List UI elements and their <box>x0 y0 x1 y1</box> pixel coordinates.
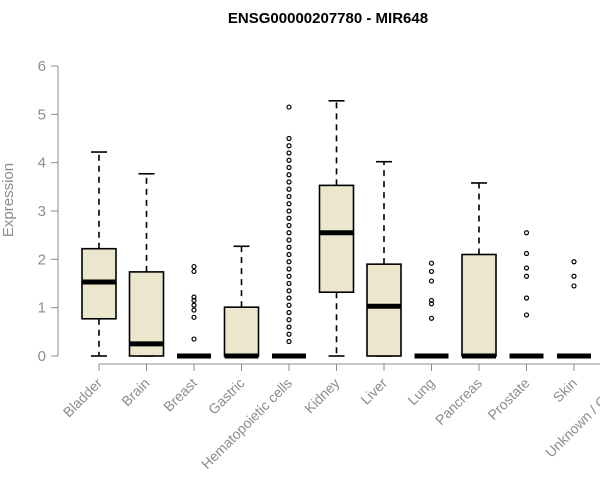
outlier-point <box>523 265 530 271</box>
outlier-point <box>286 244 292 250</box>
outlier-point <box>286 237 292 243</box>
outlier-point <box>286 208 292 214</box>
outlier-point <box>286 309 292 316</box>
outlier-point <box>428 268 435 275</box>
outlier-point <box>571 283 577 289</box>
y-tick-label: 2 <box>38 251 46 268</box>
box-group-prostate <box>509 230 544 359</box>
outlier-point <box>286 193 292 200</box>
outlier-point <box>286 150 292 156</box>
y-tick-label: 5 <box>38 106 46 123</box>
outlier-point <box>286 230 292 236</box>
x-tick-label: Pancreas <box>432 375 485 428</box>
outlier-point <box>286 179 292 185</box>
outlier-point <box>191 314 197 320</box>
chart-title: ENSG00000207780 - MIR648 <box>228 10 428 27</box>
outlier-point <box>191 268 197 275</box>
outlier-point <box>286 157 292 163</box>
outlier-point <box>523 295 530 301</box>
box-rect <box>366 263 402 357</box>
outlier-point <box>571 259 577 265</box>
outlier-point <box>523 250 530 257</box>
box-group-brain <box>128 172 165 357</box>
outlier-point <box>523 312 530 318</box>
y-tick-label: 4 <box>38 155 46 172</box>
outlier-point <box>286 273 292 279</box>
outlier-point <box>286 201 292 207</box>
x-tick-label: Hematopoietic cells <box>198 375 295 472</box>
outlier-point <box>286 135 292 142</box>
outlier-point <box>286 266 292 272</box>
outlier-point <box>191 294 197 300</box>
outlier-point <box>286 288 292 294</box>
outlier-point <box>286 338 292 345</box>
outlier-point <box>286 164 292 171</box>
outlier-point <box>286 280 292 287</box>
x-tick-label: Skin <box>550 375 581 406</box>
outlier-point <box>428 315 435 321</box>
outlier-point <box>286 215 292 221</box>
outlier-point <box>286 222 292 229</box>
box-group-breast <box>177 263 211 359</box>
box-group-lung <box>414 260 449 359</box>
outlier-point <box>428 301 435 307</box>
outlier-point <box>286 295 292 301</box>
x-tick-label: Breast <box>160 375 200 415</box>
outlier-point <box>286 302 292 308</box>
x-tick-label: Prostate <box>484 375 532 423</box>
x-tick-label: Lung <box>404 375 437 408</box>
y-tick-label: 3 <box>38 203 46 220</box>
outlier-point <box>286 104 292 110</box>
box-rect <box>223 306 260 357</box>
outlier-point <box>191 302 197 308</box>
plot-area <box>81 100 591 359</box>
outlier-point <box>286 317 292 323</box>
y-axis: 0 1 2 3 4 5 6 <box>38 58 59 365</box>
outlier-point <box>428 278 435 284</box>
x-tick-label: Brain <box>118 375 152 409</box>
x-tick-label: Gastric <box>205 375 248 418</box>
box-group-gastric <box>223 245 260 359</box>
y-axis-label: Expression <box>0 163 17 237</box>
y-tick-label: 1 <box>38 300 46 317</box>
outlier-point <box>286 331 292 337</box>
outlier-point <box>191 297 197 304</box>
y-tick-label: 0 <box>38 348 46 365</box>
box-group-hematopoietic-cells <box>272 104 306 359</box>
box-group-pancreas <box>461 182 497 359</box>
outlier-point <box>191 263 197 270</box>
box-group-liver <box>366 160 402 357</box>
outlier-point <box>286 186 292 192</box>
box-rect <box>318 184 355 293</box>
outlier-point <box>523 230 530 236</box>
x-tick-label: Liver <box>357 375 390 408</box>
y-tick-label: 6 <box>38 58 46 75</box>
outlier-point <box>191 307 197 313</box>
x-tick-label: Bladder <box>60 375 106 421</box>
box-group-skin <box>557 259 591 359</box>
outlier-point <box>286 324 292 330</box>
outlier-point <box>428 297 435 304</box>
outlier-point <box>286 143 292 149</box>
x-tick-label: Kidney <box>301 375 343 417</box>
box-group-bladder <box>81 151 117 357</box>
outlier-point <box>286 259 292 265</box>
outlier-point <box>286 251 292 258</box>
outlier-point <box>523 273 530 279</box>
box-rect <box>461 253 497 357</box>
outlier-point <box>286 172 292 178</box>
box-group-kidney <box>318 100 355 357</box>
outlier-point <box>428 260 435 266</box>
outlier-point <box>571 273 577 279</box>
outlier-point <box>191 336 197 342</box>
